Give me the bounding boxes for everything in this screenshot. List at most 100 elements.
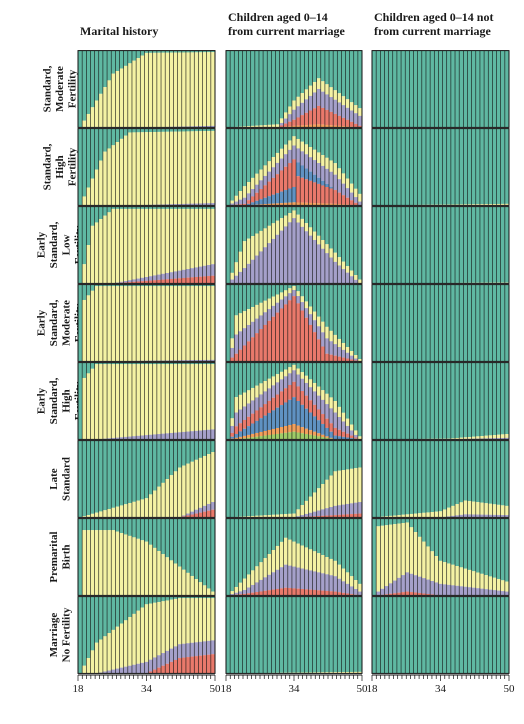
segment-teal	[357, 518, 363, 584]
segment-yellow	[161, 554, 166, 596]
segment-lavender	[202, 430, 207, 440]
segment-teal	[127, 440, 133, 504]
segment-lavender	[190, 642, 195, 657]
column-title-line: from current marriage	[374, 24, 492, 38]
segment-yellow	[102, 286, 108, 362]
segment-lavender	[329, 341, 334, 355]
segment-lavender	[345, 503, 350, 515]
segment-teal	[107, 50, 112, 81]
segment-lavender	[177, 204, 182, 206]
segment-yellow	[82, 516, 87, 518]
segment-teal	[324, 596, 330, 673]
segment-yellow	[230, 272, 235, 280]
segment-yellow	[500, 580, 505, 592]
segment-teal	[320, 50, 325, 82]
segment-lavender	[202, 203, 207, 206]
segment-yellow	[434, 511, 439, 518]
segment-yellow	[329, 558, 334, 576]
segment-teal	[329, 128, 334, 161]
segment-blue	[279, 405, 284, 428]
segment-teal	[484, 284, 489, 362]
segment-teal	[504, 128, 510, 204]
segment-lavender	[177, 644, 182, 659]
segment-lavender	[300, 302, 305, 311]
segment-lavender	[320, 165, 325, 181]
segment-teal	[349, 518, 354, 577]
segment-yellow	[127, 364, 133, 437]
segment-teal	[304, 206, 309, 224]
segment-salmon	[173, 659, 178, 674]
segment-yellow	[190, 131, 195, 204]
segment-lavender	[349, 503, 354, 515]
segment-teal	[131, 284, 137, 287]
segment-teal	[463, 440, 468, 501]
segment-blue	[250, 202, 255, 205]
segment-lavender	[258, 315, 264, 330]
segment-teal	[140, 284, 145, 287]
segment-yellow	[111, 145, 116, 206]
segment-yellow	[111, 286, 116, 362]
segment-teal	[194, 518, 199, 580]
segment-yellow	[308, 147, 313, 158]
segment-teal	[409, 284, 414, 362]
segment-yellow	[156, 131, 162, 205]
panel-r3-c3	[371, 206, 510, 284]
segment-yellow	[275, 124, 280, 128]
segment-teal	[242, 518, 247, 579]
segment-yellow	[430, 551, 435, 582]
segment-lavender	[254, 397, 260, 411]
segment-salmon	[210, 654, 216, 674]
segment-blue	[242, 428, 247, 436]
segment-teal	[148, 440, 153, 495]
panel-r8-c1	[77, 596, 216, 674]
segment-lavender	[258, 394, 264, 408]
segment-yellow	[475, 436, 480, 439]
segment-blue	[271, 410, 276, 430]
segment-teal	[421, 362, 427, 439]
segment-yellow	[320, 672, 325, 674]
segment-yellow	[102, 364, 108, 439]
segment-yellow	[185, 208, 191, 270]
segment-yellow	[396, 523, 402, 578]
segment-yellow	[504, 505, 510, 516]
segment-yellow	[177, 566, 182, 596]
segment-yellow	[413, 532, 418, 576]
segment-salmon	[300, 310, 305, 362]
segment-yellow	[190, 598, 195, 643]
segment-yellow	[242, 311, 247, 329]
segment-teal	[471, 362, 476, 437]
segment-yellow	[148, 603, 153, 660]
segment-teal	[246, 440, 251, 517]
segment-lavender	[279, 299, 284, 309]
segment-yellow	[459, 437, 464, 440]
segment-teal	[94, 128, 99, 170]
segment-teal	[421, 518, 427, 542]
segment-teal	[194, 284, 199, 287]
segment-teal	[148, 50, 153, 53]
segment-yellow	[230, 338, 235, 349]
segment-yellow	[98, 639, 103, 673]
segment-teal	[283, 362, 288, 370]
segment-yellow	[409, 513, 414, 518]
segment-lavender	[156, 655, 162, 668]
segment-lavender	[275, 162, 280, 175]
segment-teal	[308, 440, 313, 497]
segment-teal	[194, 50, 199, 53]
segment-yellow	[165, 131, 170, 205]
segment-lavender	[434, 582, 439, 595]
segment-lavender	[202, 126, 207, 128]
segment-teal	[198, 362, 203, 365]
segment-salmon	[304, 317, 309, 362]
segment-teal	[271, 284, 276, 297]
panel-border	[77, 596, 216, 674]
segment-teal	[78, 518, 83, 596]
segment-lavender	[337, 179, 342, 193]
segment-teal	[90, 518, 95, 531]
segment-yellow	[401, 522, 406, 576]
segment-yellow	[210, 591, 216, 596]
segment-yellow	[357, 279, 363, 284]
segment-teal	[384, 596, 389, 674]
segment-yellow	[156, 208, 162, 275]
segment-lavender	[169, 204, 174, 206]
segment-yellow	[500, 434, 505, 439]
